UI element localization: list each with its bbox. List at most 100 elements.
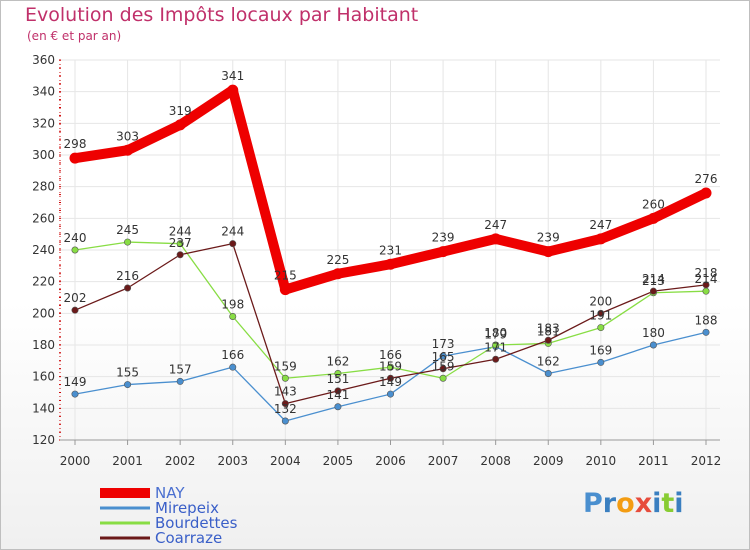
data-point-bourdettes <box>281 374 289 382</box>
data-label-coarraze: 218 <box>695 266 718 280</box>
y-tick-label: 120 <box>32 433 55 447</box>
data-point-nay <box>490 233 502 245</box>
data-label-coarraze: 244 <box>221 225 244 239</box>
data-label-coarraze: 143 <box>274 385 297 399</box>
data-label-mirepeix: 149 <box>64 375 87 389</box>
data-label-coarraze: 165 <box>432 350 455 364</box>
data-point-nay <box>227 84 239 96</box>
y-tick-label: 160 <box>32 370 55 384</box>
y-tick-label: 280 <box>32 180 55 194</box>
x-tick-label: 2010 <box>586 454 617 468</box>
data-label-bourdettes: 191 <box>589 309 612 323</box>
data-point-mirepeix <box>281 417 289 425</box>
data-label-nay: 239 <box>432 231 455 245</box>
data-point-nay <box>647 212 659 224</box>
data-label-bourdettes: 244 <box>169 225 192 239</box>
data-labels: 149 155 157 166 132 141 149 173 179 162 169 180 188 2… <box>64 69 718 416</box>
data-point-coarraze <box>281 400 289 408</box>
data-label-coarraze: 159 <box>379 359 402 373</box>
data-point-mirepeix <box>439 352 447 360</box>
data-point-coarraze <box>386 374 394 382</box>
data-point-nay <box>332 268 344 280</box>
axes: 120 140 160 180 200 220 240 260 280 300 320 340 360 2… <box>32 53 721 468</box>
data-label-nay: 239 <box>537 231 560 245</box>
data-point-bourdettes <box>597 324 605 332</box>
y-tick-label: 260 <box>32 211 55 225</box>
data-point-bourdettes <box>124 238 132 246</box>
data-label-bourdettes: 162 <box>326 355 349 369</box>
x-tick-label: 2000 <box>60 454 91 468</box>
data-label-bourdettes: 214 <box>695 272 718 286</box>
data-point-mirepeix <box>544 369 552 377</box>
data-label-coarraze: 216 <box>116 269 139 283</box>
legend-label-mirepeix: Mirepeix <box>155 499 219 517</box>
data-point-nay <box>174 119 186 131</box>
data-label-nay: 225 <box>326 253 349 267</box>
data-label-mirepeix: 157 <box>169 362 192 376</box>
data-label-coarraze: 202 <box>64 291 87 305</box>
logo-letter: t <box>661 488 675 519</box>
x-tick-label: 2002 <box>165 454 196 468</box>
data-point-coarraze <box>229 240 237 248</box>
data-point-coarraze <box>492 355 500 363</box>
data-point-nay <box>122 144 134 156</box>
data-label-bourdettes: 166 <box>379 348 402 362</box>
data-label-nay: 276 <box>695 172 718 186</box>
logo-letter: i <box>674 488 684 519</box>
data-label-nay: 247 <box>589 218 612 232</box>
data-label-mirepeix: 166 <box>221 348 244 362</box>
legend-label-bourdettes: Bourdettes <box>155 514 238 532</box>
x-tick-label: 2012 <box>691 454 722 468</box>
data-point-coarraze <box>439 365 447 373</box>
x-tick-label: 2004 <box>270 454 301 468</box>
x-tick-label: 2009 <box>533 454 564 468</box>
data-label-bourdettes: 159 <box>274 359 297 373</box>
data-point-bourdettes <box>176 240 184 248</box>
data-label-nay: 298 <box>64 137 87 151</box>
y-tick-label: 220 <box>32 275 55 289</box>
legend-label-nay: NAY <box>155 484 185 502</box>
data-label-coarraze: 200 <box>589 294 612 308</box>
data-point-nay <box>542 246 554 258</box>
data-label-mirepeix: 173 <box>432 337 455 351</box>
x-tick-label: 2006 <box>375 454 406 468</box>
data-label-mirepeix: 149 <box>379 375 402 389</box>
data-label-mirepeix: 169 <box>589 343 612 357</box>
data-label-bourdettes: 180 <box>484 326 507 340</box>
chart-title: Evolution des Impôts locaux par Habitant <box>25 4 419 26</box>
data-label-bourdettes: 213 <box>642 274 665 288</box>
data-label-nay: 341 <box>221 69 244 83</box>
data-point-coarraze <box>334 387 342 395</box>
y-tick-label: 320 <box>32 116 55 130</box>
data-point-coarraze <box>71 306 79 314</box>
data-label-coarraze: 171 <box>484 340 507 354</box>
data-label-nay: 260 <box>642 197 665 211</box>
data-label-mirepeix: 179 <box>484 328 507 342</box>
data-point-mirepeix <box>334 403 342 411</box>
data-point-mirepeix <box>71 390 79 398</box>
data-point-mirepeix <box>229 363 237 371</box>
data-label-nay: 231 <box>379 243 402 257</box>
data-point-nay <box>437 246 449 258</box>
data-label-nay: 247 <box>484 218 507 232</box>
y-tick-label: 140 <box>32 401 55 415</box>
data-point-nay <box>595 233 607 245</box>
y-tick-label: 300 <box>32 148 55 162</box>
y-tick-label: 200 <box>32 306 55 320</box>
logo-letter: P <box>583 488 603 519</box>
y-tick-label: 180 <box>32 338 55 352</box>
data-point-coarraze <box>702 281 710 289</box>
data-label-bourdettes: 245 <box>116 223 139 237</box>
data-label-coarraze: 214 <box>642 272 665 286</box>
x-tick-label: 2003 <box>217 454 248 468</box>
data-point-mirepeix <box>649 341 657 349</box>
data-point-bourdettes <box>439 374 447 382</box>
logo-letter: r <box>602 488 617 519</box>
data-point-bourdettes <box>334 369 342 377</box>
logo-letter: x <box>634 488 653 519</box>
x-tick-label: 2001 <box>112 454 143 468</box>
chart-subtitle: (en € et par an) <box>27 29 122 43</box>
data-point-mirepeix <box>702 328 710 336</box>
